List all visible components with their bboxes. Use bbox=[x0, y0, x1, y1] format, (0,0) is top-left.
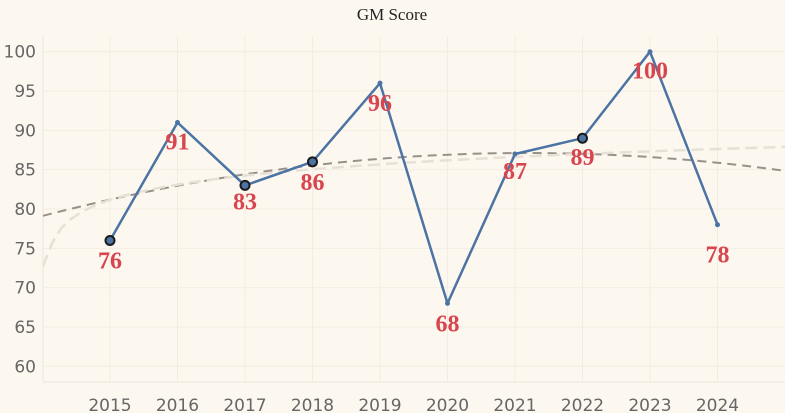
y-tick-label: 100 bbox=[4, 43, 36, 63]
data-point bbox=[715, 222, 720, 228]
trendlines bbox=[41, 145, 785, 267]
x-tick-label: 2023 bbox=[628, 396, 671, 413]
data-label: 68 bbox=[436, 311, 460, 337]
x-tick-label: 2016 bbox=[156, 396, 199, 413]
y-tick-label: 70 bbox=[14, 279, 36, 299]
y-axis: 60 65 70 75 80 85 90 95 100 bbox=[4, 43, 36, 378]
series-layer bbox=[108, 50, 719, 305]
series-line bbox=[108, 50, 719, 305]
data-labels: 76 91 83 86 96 68 87 89 100 78 bbox=[98, 59, 730, 338]
data-label: 89 bbox=[571, 145, 595, 171]
x-axis: 2015 2016 2017 2018 2019 2020 2021 2022 2023 2024 bbox=[88, 396, 739, 413]
data-point bbox=[512, 151, 518, 157]
gridlines bbox=[42, 36, 785, 383]
data-point bbox=[175, 120, 180, 125]
data-label: 100 bbox=[632, 59, 668, 85]
data-label: 87 bbox=[503, 159, 527, 185]
data-point bbox=[104, 234, 116, 246]
data-point bbox=[647, 49, 653, 55]
data-label: 91 bbox=[166, 130, 190, 156]
x-tick-label: 2019 bbox=[358, 396, 401, 413]
data-label: 86 bbox=[301, 170, 325, 196]
x-tick-label: 2018 bbox=[291, 396, 334, 413]
y-tick-label: 80 bbox=[14, 200, 36, 220]
data-label: 78 bbox=[706, 243, 730, 269]
y-tick-label: 60 bbox=[14, 357, 36, 377]
data-label: 96 bbox=[368, 91, 392, 117]
y-tick-label: 90 bbox=[14, 121, 36, 141]
data-point bbox=[577, 132, 588, 144]
data-label: 76 bbox=[98, 248, 122, 274]
data-point bbox=[239, 179, 251, 191]
y-tick-label: 75 bbox=[14, 239, 36, 259]
chart-title: GM Score bbox=[357, 5, 427, 24]
y-tick-label: 65 bbox=[14, 318, 36, 338]
y-tick-label: 95 bbox=[14, 82, 36, 102]
x-tick-label: 2024 bbox=[696, 396, 739, 413]
x-tick-label: 2022 bbox=[561, 396, 604, 413]
data-point bbox=[445, 300, 450, 306]
data-label: 83 bbox=[233, 189, 257, 215]
x-tick-label: 2021 bbox=[493, 396, 536, 413]
data-points bbox=[104, 49, 720, 306]
polynomial-trendline bbox=[42, 152, 785, 217]
x-tick-label: 2015 bbox=[88, 396, 131, 413]
data-point bbox=[377, 80, 383, 86]
y-tick-label: 85 bbox=[14, 161, 36, 181]
logarithmic-trendline bbox=[41, 145, 785, 267]
x-tick-label: 2020 bbox=[426, 396, 469, 413]
data-point bbox=[307, 156, 318, 168]
x-tick-label: 2017 bbox=[223, 396, 266, 413]
